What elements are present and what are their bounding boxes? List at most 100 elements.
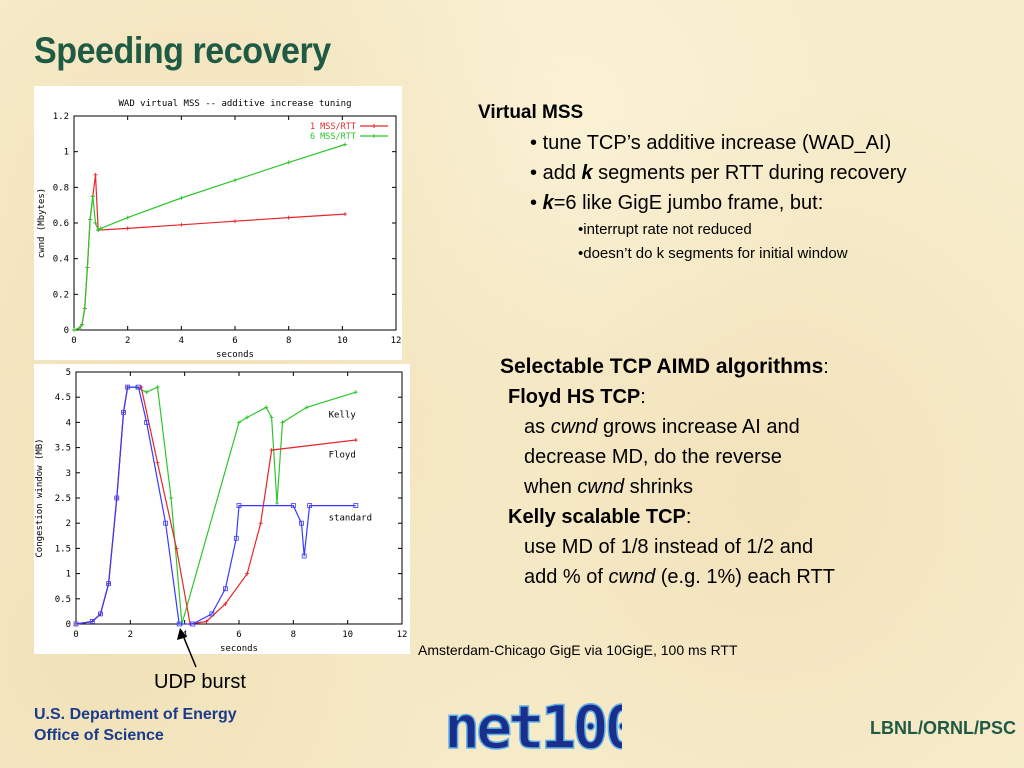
wad-point	[233, 178, 237, 183]
aimd-point	[73, 621, 79, 627]
wad-point	[343, 142, 348, 147]
aimd-point	[125, 384, 131, 390]
experiment-caption: Amsterdam-Chicago GigE via 10GigE, 100 m…	[418, 642, 738, 658]
doe-line-2: Office of Science	[34, 727, 164, 744]
doe-footer: U.S. Department of Energy Office of Scie…	[34, 704, 237, 746]
wad-legend-label: 1 MSS/RTT	[310, 122, 356, 132]
wad-title: WAD virtual MSS -- additive increase tun…	[119, 99, 352, 109]
aimd-x-tick-label: 12	[397, 630, 408, 640]
aimd-point	[139, 385, 144, 390]
wad-point	[80, 322, 85, 327]
aimd-point	[155, 460, 160, 465]
aimd-point	[233, 535, 239, 541]
aimd-x-tick-label: 4	[182, 630, 187, 640]
floyd-line-1: as cwnd grows increase AI and	[524, 416, 800, 438]
aimd-point	[301, 553, 307, 559]
aimd-point	[204, 619, 209, 624]
vmss-bullet-2: • add k segments per RTT during recovery	[530, 162, 907, 184]
aimd-point	[98, 611, 103, 617]
wad-point	[96, 228, 101, 233]
aimd-point	[144, 390, 149, 395]
aimd-x-tick-label: 10	[342, 630, 353, 640]
aimd-point	[280, 420, 285, 425]
aimd-x-tick-label: 0	[73, 630, 78, 640]
wad-point	[72, 328, 76, 332]
vmss-subbullet-2: •doesn’t do k segments for initial windo…	[578, 245, 848, 262]
kelly-line-1: use MD of 1/8 instead of 1/2 and	[524, 536, 814, 558]
wad-legend-label: 6 MSS/RTT	[310, 132, 356, 142]
aimd-annotation-kelly: Kelly	[329, 410, 357, 420]
lbnl-ornl-psc-label: LBNL/ORNL/PSC	[870, 718, 1016, 738]
aimd-point	[299, 520, 304, 526]
wad-series-line-6-mss-rtt	[73, 143, 346, 331]
aimd-point	[136, 384, 141, 390]
aimd-series-line-standard	[75, 386, 356, 625]
wad-point	[98, 226, 103, 231]
wad-point	[125, 215, 130, 220]
vmss-bullet-1: • tune TCP’s additive increase (WAD_AI)	[530, 132, 892, 154]
aimd-y-axis-label: Congestion window (MB)	[35, 438, 45, 557]
aimd-y-tick-label: 4.5	[55, 393, 71, 403]
aimd-chart-svg: 0 2 4 6 8 10 12 0 0.5 1 1.5 2 2.5 3 3.5 4 4.5 5 seconds Con…	[35, 368, 408, 654]
aimd-x-axis-label: seconds	[220, 644, 258, 654]
aimd-point	[353, 503, 359, 508]
aimd-algorithms-chart: 0 2 4 6 8 10 12 0 0.5 1 1.5 2 2.5 3 3.5 4 4.5 5 seconds Con…	[34, 364, 410, 654]
wad-point	[85, 265, 90, 270]
aimd-section: Selectable TCP AIMD algorithms: Floyd HS…	[500, 352, 1020, 592]
virtual-mss-heading: Virtual MSS	[478, 102, 584, 123]
udp-burst-label: UDP burst	[154, 671, 246, 693]
aimd-point	[304, 405, 309, 410]
aimd-point	[174, 546, 179, 551]
wad-y-tick-label: 0	[64, 326, 69, 336]
aimd-y-tick-label: 2	[66, 519, 71, 529]
aimd-heading: Selectable TCP AIMD algorithms:	[500, 355, 829, 378]
wad-y-tick-label: 1	[64, 148, 69, 158]
wad-x-tick-label: 0	[71, 336, 76, 346]
wad-x-axis-label: seconds	[216, 350, 254, 360]
aimd-point	[89, 619, 95, 624]
aimd-y-tick-label: 1.5	[55, 544, 71, 554]
wad-y-tick-label: 0.6	[53, 219, 69, 229]
wad-x-tick-label: 12	[391, 336, 402, 346]
wad-chart-svg: 0 2 4 6 8 10 12 0 0.2 0.4 0.6 0.8 1 1.2 WAD virtual MS…	[37, 99, 402, 360]
wad-y-tick-label: 1.2	[53, 112, 69, 122]
wad-x-tick-label: 8	[286, 336, 291, 346]
aimd-point	[163, 520, 169, 526]
aimd-point	[223, 586, 228, 592]
doe-line-1: U.S. Department of Energy	[34, 706, 237, 723]
wad-x-tick-label: 2	[125, 336, 130, 346]
aimd-y-tick-label: 5	[66, 368, 71, 378]
aimd-point	[269, 415, 274, 420]
aimd-x-tick-label: 8	[291, 630, 296, 640]
slide-title: Speeding recovery	[34, 30, 331, 71]
aimd-y-tick-label: 1	[66, 570, 71, 580]
wad-y-tick-label: 0.4	[53, 255, 69, 265]
aimd-y-tick-label: 0.5	[55, 595, 71, 605]
wad-point	[179, 196, 184, 201]
wad-point	[77, 326, 82, 331]
virtual-mss-section: Virtual MSS • tune TCP’s additive increa…	[478, 98, 1018, 266]
aimd-point	[190, 621, 196, 627]
aimd-point	[353, 390, 358, 395]
wad-series-line-1-mss-rtt	[73, 174, 346, 331]
floyd-line-3: when cwnd shrinks	[524, 476, 693, 498]
wad-point	[286, 215, 291, 220]
vmss-bullet-3: • k=6 like GigE jumbo frame, but:	[530, 192, 824, 214]
wad-point	[286, 160, 291, 165]
aimd-point	[353, 438, 358, 443]
aimd-point	[245, 415, 250, 420]
aimd-point	[155, 385, 160, 390]
aimd-annotation-floyd: Floyd	[329, 451, 356, 461]
aimd-point	[106, 581, 111, 587]
aimd-point	[223, 601, 228, 606]
aimd-y-tick-label: 3.5	[55, 444, 71, 454]
net100-logo: net100	[443, 694, 622, 760]
aimd-y-tick-label: 2.5	[55, 494, 71, 504]
wad-virtual-mss-chart: 0 2 4 6 8 10 12 0 0.2 0.4 0.6 0.8 1 1.2 WAD virtual MS…	[34, 86, 402, 360]
aimd-point	[258, 521, 263, 526]
wad-x-tick-label: 4	[179, 336, 184, 346]
aimd-point	[169, 496, 174, 500]
wad-point	[233, 219, 237, 224]
wad-point	[90, 194, 95, 199]
kelly-line-2: add % of cwnd (e.g. 1%) each RTT	[524, 566, 835, 588]
